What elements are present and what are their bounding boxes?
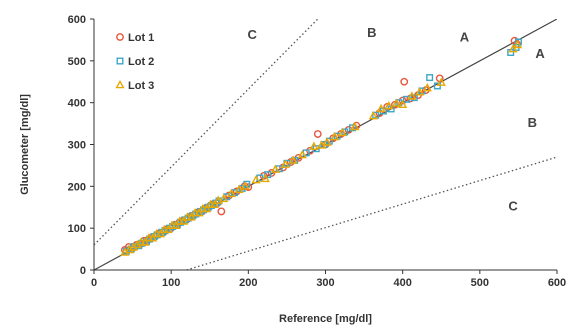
data-point: [297, 149, 307, 159]
zone-label: C: [508, 199, 518, 214]
zone-label: A: [535, 46, 545, 61]
legend-label: Lot 2: [128, 56, 154, 68]
data-point: [264, 171, 272, 179]
y-tick-label: 600: [68, 14, 86, 26]
zone-label: C: [247, 27, 257, 42]
data-point: [280, 159, 290, 168]
zone-label: B: [367, 25, 376, 40]
legend-marker: [116, 33, 124, 41]
data-point: [288, 155, 298, 164]
data-point: [155, 228, 165, 238]
data-point: [234, 184, 244, 193]
data-point: [410, 94, 418, 102]
data-point: [508, 44, 518, 53]
data-point: [217, 207, 226, 216]
data-point: [350, 121, 360, 131]
data-point: [286, 158, 295, 166]
x-tick-label: 600: [548, 277, 566, 289]
data-point: [514, 38, 522, 46]
data-point: [400, 77, 409, 86]
data-point: [513, 39, 523, 49]
series-3: [120, 39, 523, 256]
zone-boundary-line-1: [94, 19, 319, 246]
data-point: [219, 193, 229, 203]
y-axis-label: Glucometer [mg/dl]: [19, 94, 31, 195]
x-tick-label: 0: [91, 277, 97, 289]
data-point: [209, 199, 219, 209]
data-point: [349, 124, 357, 132]
data-point: [240, 181, 250, 190]
y-tick-label: 100: [68, 223, 86, 235]
data-point: [391, 98, 402, 107]
data-point: [186, 212, 196, 221]
data-point: [171, 220, 181, 229]
data-point: [202, 203, 212, 213]
data-point: [384, 100, 394, 110]
data-point: [415, 87, 425, 96]
data-point: [426, 74, 434, 82]
data-point: [375, 109, 384, 118]
x-tick-label: 500: [471, 277, 489, 289]
y-tick-label: 0: [80, 265, 86, 277]
data-point: [398, 99, 408, 109]
data-point: [322, 137, 332, 146]
legend-marker: [116, 57, 124, 65]
data-point: [251, 175, 261, 184]
data-point: [436, 77, 446, 86]
data-point: [270, 164, 280, 173]
data-point: [260, 173, 270, 183]
legend-entry-1: Lot 1: [116, 32, 154, 44]
data-point: [267, 169, 276, 177]
y-tick-label: 200: [68, 181, 86, 193]
zone-label: A: [460, 29, 470, 44]
data-point: [422, 82, 432, 92]
legend: Lot 1 Lot 2 Lot 3: [115, 32, 154, 92]
data-point: [163, 224, 173, 234]
y-tick-label: 400: [68, 98, 86, 110]
data-point: [337, 127, 348, 137]
data-point: [313, 130, 322, 138]
y-tick-label: 500: [68, 56, 86, 68]
data-points: [120, 36, 523, 256]
x-tick-label: 400: [393, 277, 411, 289]
legend-label: Lot 3: [128, 80, 154, 92]
zone-boundary-line-2: [186, 156, 557, 270]
y-tick-label: 300: [68, 140, 86, 152]
data-point: [194, 208, 204, 217]
x-tick-label: 300: [316, 277, 334, 289]
data-point: [433, 82, 441, 90]
data-point: [309, 141, 319, 150]
data-point: [330, 131, 340, 141]
axes: 0 100 200 300 400 500 600 0 100 200 300 400 500 600 Re…: [19, 14, 566, 325]
x-tick-label: 100: [162, 277, 180, 289]
legend-entry-2: Lot 2: [116, 56, 154, 68]
legend-entry-3: Lot 3: [115, 79, 154, 92]
data-point: [213, 195, 223, 204]
data-point: [376, 103, 386, 113]
data-point: [178, 216, 189, 225]
legend-label: Lot 1: [128, 32, 154, 44]
data-point: [398, 96, 407, 105]
x-tick-label: 200: [239, 277, 257, 289]
data-point: [407, 91, 417, 100]
data-point: [226, 188, 236, 198]
zone-label: B: [528, 115, 537, 130]
data-point: [368, 110, 378, 120]
data-point: [140, 237, 150, 246]
legend-marker: [115, 79, 125, 89]
data-point: [148, 233, 158, 242]
x-axis-label: Reference [mg/dl]: [279, 313, 372, 325]
